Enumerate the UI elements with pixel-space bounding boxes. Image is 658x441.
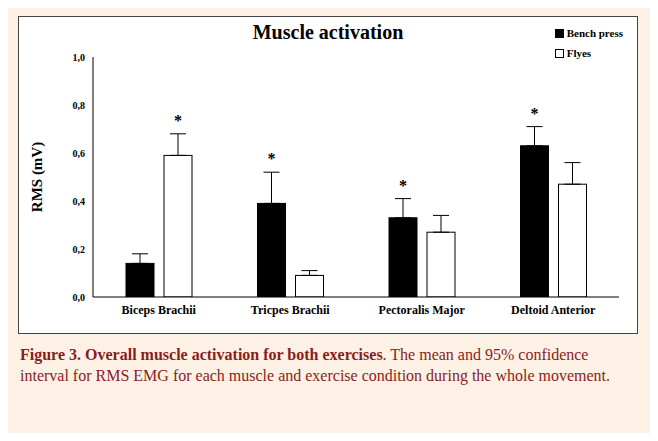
html-text:Muscle activation: Muscle activation (252, 21, 404, 43)
svg-text:0,6: 0,6 (73, 148, 86, 159)
svg-text:0,0: 0,0 (73, 292, 86, 303)
html-text:Figure 3. Overall muscle activ: Figure 3. Overall muscle activation for … (20, 346, 611, 384)
svg-text:0,2: 0,2 (73, 244, 86, 255)
svg-text:*: * (268, 150, 276, 167)
svg-text:Pectoralis Major: Pectoralis Major (379, 303, 466, 317)
svg-text:*: * (531, 105, 539, 122)
svg-text:*: * (399, 177, 407, 194)
svg-text:Deltoid Anterior: Deltoid Anterior (511, 303, 596, 317)
html-text:Bench press: Bench press (566, 27, 623, 39)
svg-text:0,4: 0,4 (73, 196, 86, 207)
html-text:Flyes: Flyes (566, 47, 592, 59)
svg-text:Biceps Brachii: Biceps Brachii (122, 303, 197, 317)
svg-text:1,0: 1,0 (73, 52, 86, 63)
svg-text:Tricpes Brachii: Tricpes Brachii (251, 303, 330, 317)
svg-text:0,8: 0,8 (73, 100, 86, 111)
svg-text:RMS (mV): RMS (mV) (29, 142, 46, 212)
svg-text:*: * (174, 112, 182, 129)
